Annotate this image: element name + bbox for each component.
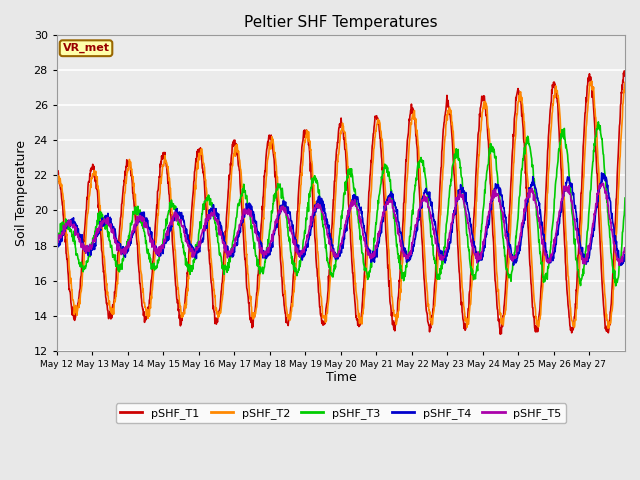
pSHF_T4 bbox=[142, 216, 150, 221]
pSHF_T5 bbox=[558, 196, 566, 202]
Line: pSHF_T4: pSHF_T4 bbox=[57, 173, 625, 265]
pSHF_T3 bbox=[558, 127, 566, 132]
pSHF_T5 bbox=[621, 246, 629, 252]
pSHF_T2 bbox=[326, 279, 334, 285]
pSHF_T1 bbox=[475, 128, 483, 134]
pSHF_T2 bbox=[142, 305, 150, 311]
pSHF_T3 bbox=[621, 195, 629, 201]
pSHF_T3 bbox=[53, 247, 61, 253]
pSHF_T4 bbox=[614, 252, 622, 257]
pSHF_T5 bbox=[475, 253, 483, 259]
Legend: pSHF_T1, pSHF_T2, pSHF_T3, pSHF_T4, pSHF_T5: pSHF_T1, pSHF_T2, pSHF_T3, pSHF_T4, pSHF… bbox=[116, 404, 566, 423]
pSHF_T3 bbox=[595, 119, 602, 125]
pSHF_T5 bbox=[615, 263, 623, 268]
pSHF_T2 bbox=[475, 152, 483, 158]
pSHF_T2 bbox=[53, 183, 61, 189]
Title: Peltier SHF Temperatures: Peltier SHF Temperatures bbox=[244, 15, 438, 30]
pSHF_T4 bbox=[621, 252, 629, 258]
pSHF_T3 bbox=[614, 275, 622, 280]
pSHF_T1 bbox=[316, 298, 323, 303]
Y-axis label: Soil Temperature: Soil Temperature bbox=[15, 140, 28, 246]
pSHF_T3 bbox=[316, 187, 323, 193]
Line: pSHF_T2: pSHF_T2 bbox=[57, 81, 625, 328]
pSHF_T3 bbox=[475, 254, 483, 260]
pSHF_T5 bbox=[142, 219, 150, 225]
pSHF_T1 bbox=[621, 71, 629, 76]
pSHF_T5 bbox=[599, 180, 607, 186]
Line: pSHF_T5: pSHF_T5 bbox=[57, 183, 625, 265]
pSHF_T4 bbox=[558, 199, 566, 205]
pSHF_T3 bbox=[326, 264, 334, 270]
pSHF_T1 bbox=[559, 196, 566, 202]
pSHF_T3 bbox=[142, 240, 150, 246]
pSHF_T1 bbox=[614, 157, 622, 163]
pSHF_T5 bbox=[326, 240, 334, 246]
pSHF_T1 bbox=[326, 257, 334, 263]
pSHF_T2 bbox=[588, 78, 596, 84]
pSHF_T4 bbox=[326, 236, 334, 242]
pSHF_T5 bbox=[316, 203, 323, 209]
pSHF_T4 bbox=[616, 263, 623, 268]
Line: pSHF_T1: pSHF_T1 bbox=[57, 71, 625, 334]
pSHF_T4 bbox=[316, 193, 323, 199]
pSHF_T4 bbox=[598, 170, 605, 176]
pSHF_T1 bbox=[497, 331, 504, 337]
pSHF_T2 bbox=[604, 325, 612, 331]
pSHF_T5 bbox=[53, 241, 61, 247]
pSHF_T1 bbox=[53, 168, 61, 174]
Text: VR_met: VR_met bbox=[63, 43, 109, 53]
pSHF_T2 bbox=[558, 153, 566, 159]
pSHF_T3 bbox=[612, 283, 620, 288]
X-axis label: Time: Time bbox=[326, 372, 356, 384]
pSHF_T2 bbox=[621, 80, 629, 85]
pSHF_T2 bbox=[614, 188, 622, 194]
Line: pSHF_T3: pSHF_T3 bbox=[57, 122, 625, 286]
pSHF_T4 bbox=[475, 258, 483, 264]
pSHF_T1 bbox=[142, 317, 150, 323]
pSHF_T4 bbox=[53, 242, 61, 248]
pSHF_T2 bbox=[316, 275, 323, 281]
pSHF_T1 bbox=[620, 68, 628, 74]
pSHF_T5 bbox=[614, 257, 622, 263]
